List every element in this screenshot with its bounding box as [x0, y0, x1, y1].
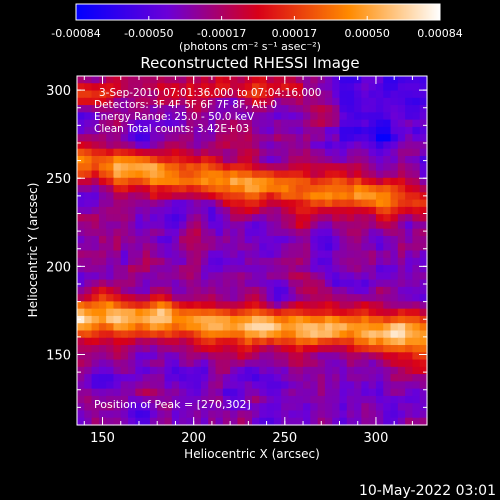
- y-tick-label: 150: [46, 348, 71, 363]
- heatmap-image: [77, 76, 428, 426]
- annotation-line: Energy Range: 25.0 - 50.0 keV: [94, 111, 255, 123]
- colorbar-tick-label: -0.00050: [124, 27, 173, 40]
- peak-position-label: Position of Peak = [270,302]: [94, 398, 251, 411]
- colorbar-gradient: [75, 3, 441, 21]
- colorbar-tick-label: -0.00017: [197, 27, 246, 40]
- x-tick-label: 300: [364, 431, 389, 446]
- axes: 150 200 250 300 150 200 250 300: [46, 76, 427, 446]
- x-tick-label: 250: [272, 431, 297, 446]
- colorbar-tick-label: 0.00050: [344, 27, 390, 40]
- annotation-line: Detectors: 3F 4F 5F 6F 7F 8F, Att 0: [94, 99, 277, 111]
- colorbar: [75, 3, 441, 21]
- plot-frame: [76, 75, 428, 426]
- x-tick-label: 150: [90, 431, 115, 446]
- x-axis-label: Heliocentric X (arcsec): [184, 447, 320, 461]
- colorbar-units: (photons cm⁻² s⁻¹ asec⁻²): [179, 40, 321, 53]
- colorbar-tick-label: -0.00084: [51, 27, 100, 40]
- colorbar-tick-label: 0.00084: [417, 27, 463, 40]
- chart-title: Reconstructed RHESSI Image: [140, 54, 359, 72]
- y-tick-label: 250: [46, 172, 71, 187]
- y-tick-label: 300: [46, 84, 71, 99]
- annotation-block: 3-Sep-2010 07:01:36.000 to 07:04:16.000D…: [94, 87, 321, 135]
- footer-timestamp: 10-May-2022 03:01: [359, 483, 496, 499]
- x-tick-label: 200: [181, 431, 206, 446]
- annotation-line: 3-Sep-2010 07:01:36.000 to 07:04:16.000: [99, 87, 321, 99]
- annotation-line: Clean Total counts: 3.42E+03: [94, 123, 249, 135]
- y-axis-label: Heliocentric Y (arcsec): [26, 183, 40, 318]
- colorbar-tick-label: 0.00017: [272, 27, 318, 40]
- y-tick-label: 200: [46, 260, 71, 275]
- colorbar-ticks: -0.00084 -0.00050 -0.00017 0.00017 0.00050 0.…: [51, 16, 463, 40]
